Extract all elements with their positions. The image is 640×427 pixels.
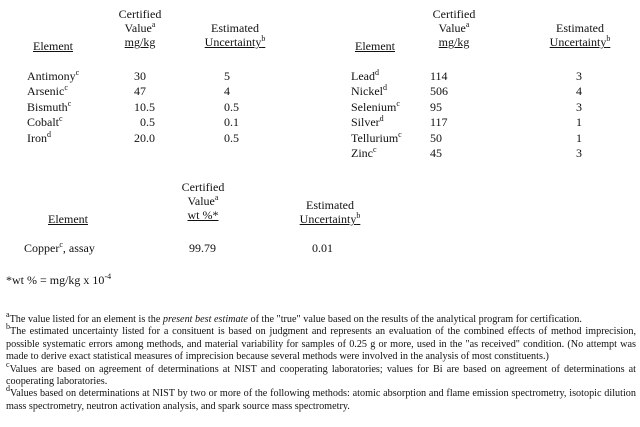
table-row-element: Copperc, assay — [24, 240, 95, 256]
footnote-c: cValues are based on agreement of determ… — [6, 359, 636, 388]
table-row-element: Leadd — [351, 68, 379, 84]
table-row-element: Arsenicc — [27, 83, 68, 99]
copper-value: 99.79 — [189, 241, 216, 255]
table-row-element: Seleniumc — [351, 98, 400, 114]
certified-header: Certified Valuea mg/kg — [432, 7, 476, 49]
value-column: 114 506 95 117 50 45 — [430, 69, 448, 161]
element-header: Element — [48, 212, 88, 226]
uncertainty-column: 5 4 0.5 0.1 0.5 — [224, 69, 239, 145]
table-row-element: Antimonyc — [27, 68, 80, 84]
uncertainty-header: Estimated Uncertaintyb — [204, 21, 266, 49]
element-header: Element — [355, 39, 395, 53]
table-row-element: Cobaltc — [27, 114, 63, 130]
element-column: Antimonyc Arsenicc Bismuthc Cobaltc Iron… — [27, 69, 79, 146]
element-column: Leadd Nickeld Seleniumc Silverd Telluriu… — [351, 69, 402, 161]
footnote-b: bThe estimated uncertainty listed for a … — [6, 322, 636, 363]
footnote-a: aThe value listed for an element is the … — [6, 310, 582, 326]
uncertainty-header: Estimated Uncertaintyb — [549, 21, 611, 49]
table-row-element: Telluriumc — [351, 129, 402, 145]
table-row-element: Nickeld — [351, 83, 387, 99]
table-row-element: Irond — [27, 129, 51, 145]
table-row-element: Silverd — [351, 114, 384, 130]
footnote-d: dValues based on determinations at NIST … — [6, 384, 636, 412]
value-column: 30 47 10.5 0.5 20.0 — [134, 69, 155, 145]
footnotes: aThe value listed for an element is the … — [6, 310, 636, 413]
table-row-element: Zincc — [351, 145, 377, 161]
certified-header: Certified Valuea mg/kg — [118, 7, 162, 49]
certified-header: Certified Valuea wt %* — [181, 180, 225, 222]
conversion-note: *wt % = mg/kg x 10-4 — [6, 272, 112, 288]
table-row-element: Bismuthc — [27, 98, 72, 114]
uncertainty-header: Estimated Uncertaintyb — [299, 198, 361, 226]
element-header: Element — [33, 39, 73, 53]
copper-uncertainty: 0.01 — [312, 241, 333, 255]
